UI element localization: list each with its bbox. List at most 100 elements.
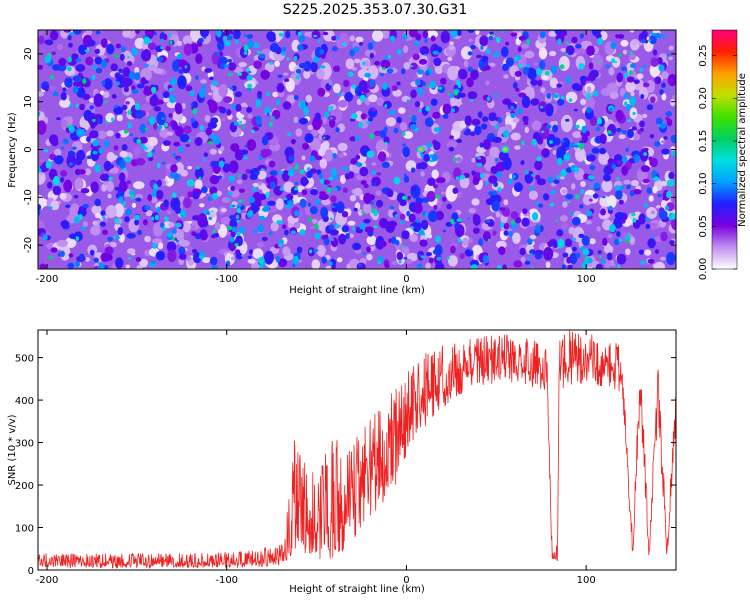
heatmap-cell [172, 59, 180, 72]
heatmap-cell [245, 168, 251, 175]
heatmap-cell [566, 41, 569, 45]
heatmap-cell [67, 34, 72, 41]
heatmap-cell [364, 72, 371, 78]
heatmap-cell [658, 210, 668, 220]
heatmap-cell [133, 181, 145, 190]
heatmap-cell [614, 212, 625, 220]
heatmap-cell [627, 128, 634, 139]
heatmap-cell [559, 215, 568, 222]
heatmap-cell [196, 166, 200, 170]
heatmap-cell [185, 85, 193, 92]
heatmap-cell [366, 235, 377, 246]
heatmap-cell [119, 159, 126, 169]
heatmap-cell [251, 186, 258, 192]
snr-panel: -200 -100 0 100 0 100 200 300 400 500 Height of s… [7, 329, 677, 595]
heatmap-cell [269, 43, 280, 53]
heatmap-cell [290, 230, 296, 235]
heatmap-cell [282, 101, 292, 110]
heatmap-cell [408, 30, 418, 38]
heatmap-cell [301, 189, 308, 196]
heatmap-cell [268, 231, 273, 236]
heatmap-cell [350, 113, 358, 120]
heatmap-cell [513, 260, 523, 268]
heatmap-cell [151, 149, 156, 153]
heatmap-cell [630, 63, 637, 68]
heatmap-cell [299, 117, 308, 125]
heatmap-cell [238, 61, 248, 68]
heatmap-cell [345, 58, 355, 70]
heatmap-cell [134, 103, 141, 111]
heatmap-cell [611, 164, 617, 170]
heatmap-cell [669, 240, 675, 245]
heatmap-cell [537, 79, 543, 87]
heatmap-cell [449, 41, 454, 46]
heatmap-cell [84, 168, 92, 176]
colorbar-frame [711, 29, 738, 270]
heatmap-cell [178, 253, 187, 260]
colorbar-tick-label: 0.00 [698, 258, 709, 280]
heatmap-cell [217, 106, 225, 111]
heatmap-cell [53, 175, 60, 186]
heatmap-cell [540, 87, 546, 93]
heatmap-cell [65, 204, 71, 208]
heatmap-cell [136, 138, 142, 144]
heatmap-cell [600, 208, 606, 216]
heatmap-cell [489, 146, 500, 160]
heatmap-cell [599, 255, 602, 258]
heatmap-cell [485, 80, 490, 86]
heatmap-cell [114, 72, 122, 79]
heatmap-cell [203, 36, 207, 39]
heatmap-cell [296, 74, 300, 80]
heatmap-cell [312, 56, 320, 63]
heatmap-cell [562, 252, 569, 258]
heatmap-cell [625, 81, 636, 93]
heatmap-cell [394, 214, 399, 218]
heatmap-cell [124, 157, 129, 162]
heatmap-cell [655, 117, 663, 125]
heatmap-cell [270, 116, 275, 120]
heatmap-cell [472, 213, 480, 223]
heatmap-cell [521, 43, 529, 49]
heatmap-cell [67, 56, 72, 63]
heatmap-cell [294, 163, 299, 170]
heatmap-cell [172, 228, 177, 234]
heatmap-cell [107, 193, 112, 199]
heatmap-cell [606, 252, 613, 261]
heatmap-cell [607, 130, 612, 134]
heatmap-cell [74, 177, 84, 190]
heatmap-cell [352, 242, 362, 251]
heatmap-cell [106, 181, 114, 192]
heatmap-cell [135, 158, 146, 166]
heatmap-cell [330, 168, 338, 177]
heatmap-cell [99, 221, 107, 227]
heatmap-cell [607, 234, 613, 239]
heatmap-cell [72, 85, 79, 94]
heatmap-cell [222, 36, 227, 42]
heatmap-cell [649, 134, 655, 139]
heatmap-cell [43, 149, 49, 153]
heatmap-cell [130, 194, 135, 200]
heatmap-cell [227, 62, 237, 71]
heatmap-cell [281, 170, 290, 182]
heatmap-cell [97, 130, 107, 140]
heatmap-cell [575, 252, 581, 259]
heatmap-cell [591, 147, 600, 154]
heatmap-cell [301, 142, 310, 150]
heatmap-cell [275, 256, 281, 263]
heatmap-cell [208, 100, 218, 114]
heatmap-cell [651, 32, 656, 36]
colorbar-tick-label: 0.15 [698, 130, 709, 152]
heatmap-cell [451, 108, 456, 113]
heatmap-cell [249, 169, 255, 174]
heatmap-cell [331, 238, 335, 241]
heatmap-cell [417, 69, 424, 75]
heatmap-cell [198, 38, 204, 43]
heatmap-cell [284, 229, 289, 236]
heatmap-cell [262, 207, 268, 212]
heatmap-cell [75, 64, 86, 72]
heatmap-cell [237, 174, 242, 178]
heatmap-cell [610, 41, 617, 50]
heatmap-cell [38, 210, 41, 217]
heatmap-cell [593, 90, 599, 97]
heatmap-cell [388, 55, 391, 59]
